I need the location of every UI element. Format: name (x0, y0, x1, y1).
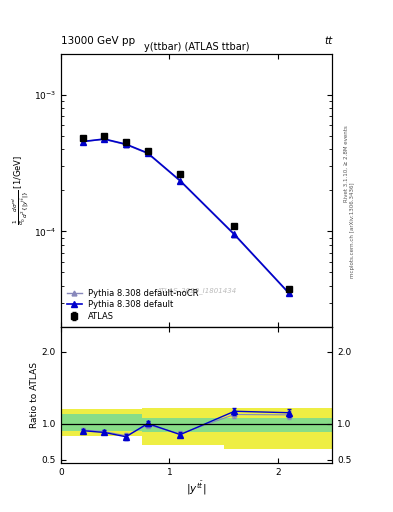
Pythia 8.308 default-noCR (145, 151, 150, 157)
Text: Rivet 3.1.10, ≥ 2.8M events: Rivet 3.1.10, ≥ 2.8M events (344, 125, 349, 202)
Line: Pythia 8.308 default: Pythia 8.308 default (80, 136, 292, 295)
Title: y(ttbar) (ATLAS ttbar): y(ttbar) (ATLAS ttbar) (144, 41, 249, 52)
Pythia 8.308 default-noCR (102, 136, 107, 142)
Legend: Pythia 8.308 default-noCR, Pythia 8.308 default, ATLAS: Pythia 8.308 default-noCR, Pythia 8.308 … (65, 287, 200, 323)
X-axis label: $|y^{t\bar{t}}|$: $|y^{t\bar{t}}|$ (186, 480, 207, 497)
Pythia 8.308 default (286, 290, 291, 296)
Pythia 8.308 default (232, 231, 237, 238)
Y-axis label: $\frac{1}{\sigma_0}\frac{d\sigma^{nd}}{d^2\{|y^{t\bar{t}}|\}}$ [1/GeV]: $\frac{1}{\sigma_0}\frac{d\sigma^{nd}}{d… (10, 155, 31, 225)
Pythia 8.308 default-noCR (232, 232, 237, 238)
Pythia 8.308 default-noCR (80, 138, 85, 144)
Pythia 8.308 default-noCR (124, 141, 129, 147)
Pythia 8.308 default (178, 178, 183, 184)
Pythia 8.308 default-noCR (286, 290, 291, 296)
Text: 13000 GeV pp: 13000 GeV pp (61, 36, 135, 46)
Text: tt: tt (324, 36, 332, 46)
Pythia 8.308 default (145, 150, 150, 156)
Pythia 8.308 default (80, 138, 85, 144)
Y-axis label: Ratio to ATLAS: Ratio to ATLAS (30, 362, 39, 428)
Line: Pythia 8.308 default-noCR: Pythia 8.308 default-noCR (80, 137, 291, 296)
Pythia 8.308 default (124, 141, 129, 147)
Pythia 8.308 default-noCR (178, 178, 183, 184)
Pythia 8.308 default (102, 136, 107, 142)
Text: mcplots.cern.ch [arXiv:1306.3436]: mcplots.cern.ch [arXiv:1306.3436] (350, 183, 354, 278)
Text: ATLAS_2020_I1801434: ATLAS_2020_I1801434 (156, 287, 237, 294)
